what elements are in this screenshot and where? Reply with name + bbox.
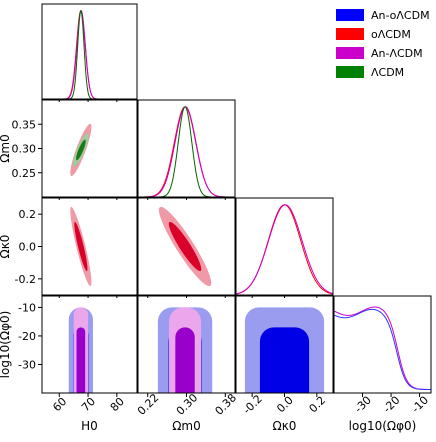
y-axis-label-log10_Omega_ph0: log10(Ωφ0) bbox=[0, 311, 12, 379]
phi-marginal-blue bbox=[334, 308, 431, 391]
x-tick-label: 0.30 bbox=[174, 391, 201, 418]
legend-swatch-2 bbox=[336, 47, 364, 59]
om-h0-green-1sigma bbox=[76, 139, 86, 161]
legend-swatch-3 bbox=[336, 66, 364, 78]
ok-marginal-magenta bbox=[236, 204, 333, 295]
x-tick-label: 60 bbox=[50, 395, 69, 414]
x-tick-label: 70 bbox=[79, 395, 98, 414]
y-tick-label: 0.30 bbox=[12, 143, 37, 156]
ok-h0-red-1sigma bbox=[74, 221, 88, 272]
x-tick-label: -20 bbox=[381, 394, 403, 416]
legend-label-1: oΛCDM bbox=[371, 28, 411, 41]
legend-label-0: An-oΛCDM bbox=[371, 9, 430, 22]
x-tick-label: 0.2 bbox=[307, 394, 329, 416]
x-axis-label-log10_Omega_ph0: log10(Ωφ0) bbox=[349, 419, 417, 433]
x-axis-label-Omega_m0: Ωm0 bbox=[172, 419, 201, 433]
y-tick-label: -10 bbox=[18, 301, 36, 314]
legend-label-3: ΛCDM bbox=[371, 66, 404, 79]
h0-marginal-magenta bbox=[42, 9, 137, 99]
legend-swatch-1 bbox=[336, 28, 364, 40]
panel-frame-3-3 bbox=[333, 295, 432, 394]
phi-ok-blue-1sigma bbox=[259, 327, 310, 393]
y-axis-label-Omega_m0: Ωm0 bbox=[0, 134, 12, 163]
x-tick-label: 80 bbox=[108, 395, 127, 414]
ok-om-red-1sigma bbox=[168, 221, 202, 272]
h0-marginal-green bbox=[42, 10, 137, 99]
x-tick-label: -30 bbox=[352, 394, 374, 416]
phi-marginal-magenta bbox=[334, 306, 431, 390]
x-tick-label: 0.38 bbox=[213, 391, 240, 418]
y-axis-label-Omega_k0: Ωκ0 bbox=[0, 235, 12, 259]
x-tick-label: -0.2 bbox=[241, 392, 265, 416]
x-tick-label: -10 bbox=[409, 394, 431, 416]
y-tick-label: 0.25 bbox=[12, 167, 37, 180]
legend-label-2: An-ΛCDM bbox=[371, 47, 423, 60]
x-axis-label-Omega_k0: Ωκ0 bbox=[273, 419, 297, 433]
legend-swatch-0 bbox=[336, 9, 364, 21]
y-tick-label: 0.0 bbox=[19, 241, 37, 254]
panel-frame-0-3 bbox=[41, 295, 138, 394]
panel-frame-1-1 bbox=[137, 99, 236, 198]
phi-om-pink-1sigma bbox=[175, 327, 195, 393]
om-marginal-magenta bbox=[138, 106, 235, 197]
panel-frame-2-2 bbox=[235, 197, 334, 296]
phi-h0-pink-1sigma bbox=[76, 327, 86, 393]
om-marginal-green bbox=[138, 106, 235, 197]
y-tick-label: -20 bbox=[18, 330, 36, 343]
y-tick-label: -30 bbox=[18, 358, 36, 371]
y-tick-label: 0.35 bbox=[12, 118, 37, 131]
ok-marginal-red bbox=[236, 204, 333, 295]
panel-frame-0-1 bbox=[41, 99, 138, 198]
panel-frame-0-0 bbox=[41, 3, 138, 100]
x-tick-label: 0.22 bbox=[135, 391, 162, 418]
y-tick-label: -0.2 bbox=[15, 273, 36, 286]
om-marginal-red bbox=[138, 106, 235, 197]
y-tick-label: 0.2 bbox=[19, 208, 37, 221]
x-tick-label: 0.0 bbox=[274, 394, 296, 416]
x-axis-label-H_0: H0 bbox=[81, 419, 98, 433]
